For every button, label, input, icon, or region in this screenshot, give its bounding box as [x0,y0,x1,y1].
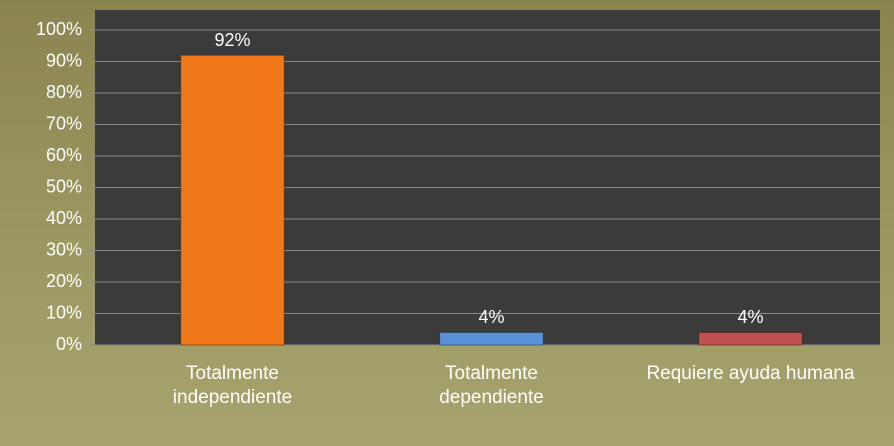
x-tick-label: Totalmente dependiente [439,363,544,408]
y-tick-label: 100% [36,19,82,39]
y-tick-label: 40% [46,208,82,228]
y-tick-label: 20% [46,271,82,291]
y-tick-label: 0% [56,334,82,354]
bar [180,54,285,346]
data-label: 4% [478,307,504,327]
data-label: 92% [214,30,250,50]
bar [439,331,544,346]
y-tick-label: 90% [46,50,82,70]
y-tick-label: 60% [46,145,82,165]
y-tick-label: 70% [46,113,82,133]
x-tick-label: Requiere ayuda humana [646,363,855,384]
bar [698,331,803,346]
y-tick-label: 50% [46,176,82,196]
data-label: 4% [737,307,763,327]
y-tick-label: 80% [46,82,82,102]
y-tick-label: 10% [46,302,82,322]
x-tick-label: Totalmente independiente [172,363,293,408]
y-tick-label: 30% [46,239,82,259]
